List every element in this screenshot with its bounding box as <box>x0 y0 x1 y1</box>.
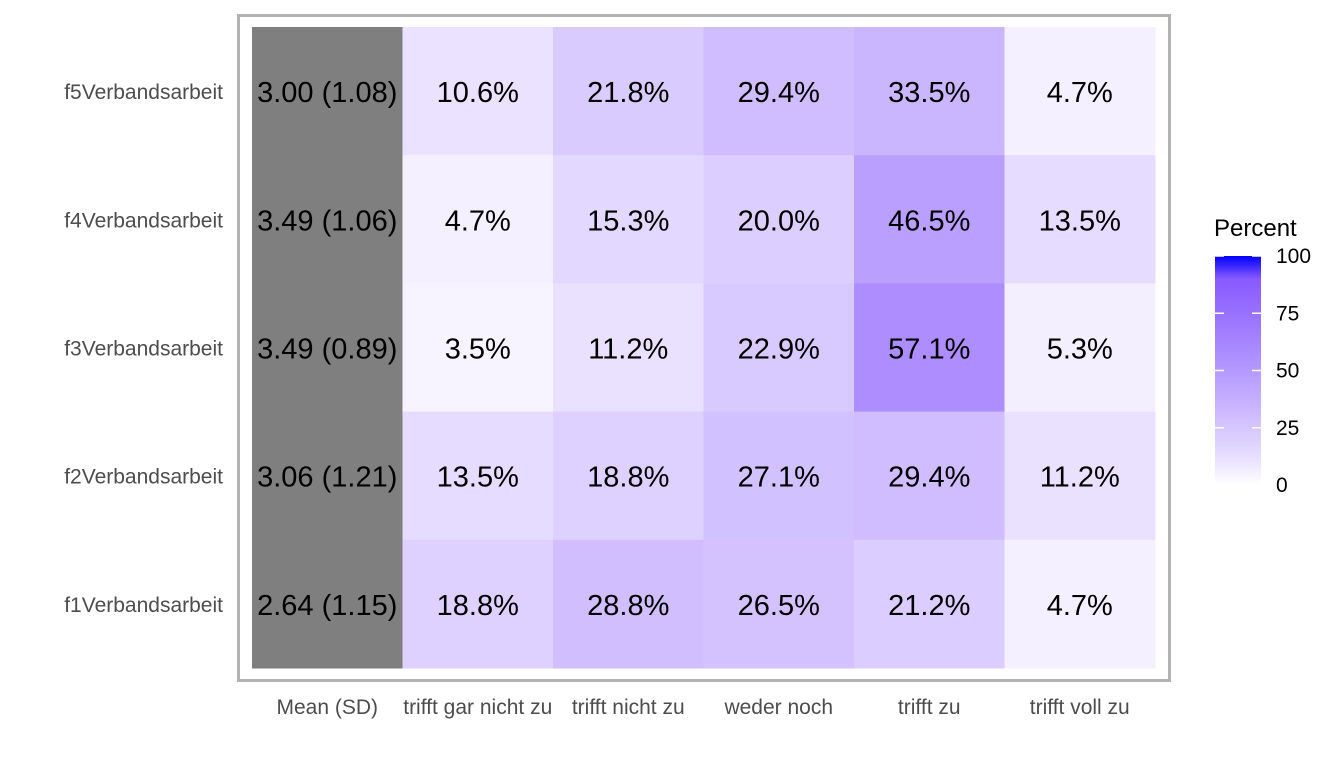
row-label: f5Verbandsarbeit <box>64 81 223 104</box>
cell-value-label: 4.7% <box>445 205 511 237</box>
mean-cell <box>252 411 403 541</box>
cell-value-label: 28.8% <box>587 590 669 622</box>
cell-value-label: 21.8% <box>587 77 669 109</box>
row-label: f1Verbandsarbeit <box>64 594 223 617</box>
column-label: Mean (SD) <box>276 696 378 719</box>
panel-border <box>237 14 1171 682</box>
column-label: trifft zu <box>898 696 961 719</box>
cell-value-label: 29.4% <box>738 77 820 109</box>
heatmap-cell <box>703 539 855 669</box>
cell-value-label: 15.3% <box>587 205 669 237</box>
cell-value-label: 57.1% <box>888 334 970 366</box>
column-label: weder noch <box>723 696 833 719</box>
row-label: f4Verbandsarbeit <box>64 209 223 232</box>
cell-value-label: 4.7% <box>1047 77 1113 109</box>
cell-value-label: 27.1% <box>738 462 820 494</box>
mean-sd-label: 2.64 (1.15) <box>257 590 397 622</box>
mean-cell <box>252 27 403 156</box>
mean-sd-label: 3.00 (1.08) <box>257 77 397 109</box>
heatmap-cell <box>402 155 554 284</box>
heatmap-cell <box>553 539 704 669</box>
mean-sd-label: 3.06 (1.21) <box>257 462 397 494</box>
legend-tick-label: 25 <box>1276 417 1299 440</box>
heatmap-cell <box>703 411 855 541</box>
cell-value-label: 11.2% <box>1040 462 1120 494</box>
row-label: f3Verbandsarbeit <box>64 338 223 361</box>
heatmap-cell <box>1004 539 1156 669</box>
column-label: trifft voll zu <box>1030 696 1130 719</box>
cell-value-label: 20.0% <box>738 205 820 237</box>
cell-value-label: 18.8% <box>437 590 519 622</box>
legend-tick-label: 100 <box>1276 245 1311 268</box>
mean-cell <box>252 283 403 413</box>
cell-value-label: 33.5% <box>888 77 970 109</box>
heatmap-cell <box>703 283 855 413</box>
mean-sd-label: 3.49 (1.06) <box>257 205 397 237</box>
cell-value-label: 26.5% <box>738 590 820 622</box>
heatmap-cell <box>854 155 1005 284</box>
mean-cell <box>252 155 403 284</box>
legend-tick-label: 0 <box>1276 474 1288 497</box>
heatmap-cell <box>402 539 554 669</box>
column-label: trifft nicht zu <box>572 696 685 719</box>
legend-title: Percent <box>1214 215 1297 242</box>
cell-value-label: 13.5% <box>437 462 519 494</box>
heatmap-cell <box>1004 411 1156 541</box>
column-label: trifft gar nicht zu <box>403 696 552 719</box>
mean-sd-label: 3.49 (0.89) <box>257 334 397 366</box>
cell-value-label: 46.5% <box>888 205 970 237</box>
legend-tick-label: 75 <box>1276 302 1299 325</box>
cell-value-label: 21.2% <box>888 590 970 622</box>
cell-value-label: 11.2% <box>588 334 668 366</box>
cell-value-label: 22.9% <box>738 334 820 366</box>
cell-value-label: 3.5% <box>445 334 511 366</box>
heatmap-cell <box>553 27 704 156</box>
heatmap-cell <box>1004 155 1156 284</box>
heatmap-cell <box>402 283 554 413</box>
heatmap-cell <box>402 27 554 156</box>
heatmap-cell <box>1004 27 1156 156</box>
legend-tick-label: 50 <box>1276 360 1299 383</box>
heatmap-cell <box>553 411 704 541</box>
column-labels: Mean (SD) trifft gar nicht zu trifft nicht… <box>276 696 1129 719</box>
legend-ticks: 0 25 50 75 100 <box>1215 245 1311 497</box>
cell-value-label: 29.4% <box>888 462 970 494</box>
mean-cell <box>252 539 403 669</box>
heatmap-cell <box>854 411 1005 541</box>
heatmap-cells: 3.00 (1.08) 10.6% 21.8% 29.4% 33.5% 4.7% 3.49 … <box>252 27 1156 669</box>
legend: Percent 0 25 50 75 100 <box>1214 215 1311 497</box>
cell-value-label: 13.5% <box>1039 205 1121 237</box>
heatmap-cell <box>703 155 855 284</box>
heatmap-cell <box>402 411 554 541</box>
heatmap-cell <box>703 27 855 156</box>
heatmap-cell <box>854 283 1005 413</box>
heatmap-cell <box>854 27 1005 156</box>
cell-value-label: 10.6% <box>437 77 519 109</box>
row-label: f2Verbandsarbeit <box>64 466 223 489</box>
heatmap-cell <box>854 539 1005 669</box>
heatmap-cell <box>553 155 704 284</box>
heatmap-cell <box>553 283 704 413</box>
cell-value-label: 4.7% <box>1047 590 1113 622</box>
cell-value-label: 18.8% <box>587 462 669 494</box>
row-labels: f5Verbandsarbeit f4Verbandsarbeit f3Verban… <box>64 81 223 617</box>
cell-value-label: 5.3% <box>1047 334 1113 366</box>
heatmap-cell <box>1004 283 1156 413</box>
